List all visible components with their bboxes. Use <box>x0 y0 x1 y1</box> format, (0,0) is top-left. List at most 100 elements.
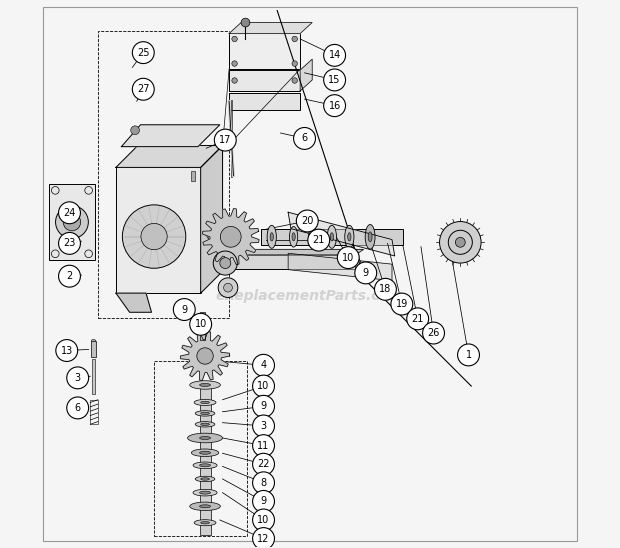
Text: 9: 9 <box>260 496 267 506</box>
Circle shape <box>391 293 413 315</box>
Text: 15: 15 <box>329 75 341 85</box>
Circle shape <box>218 278 238 298</box>
Bar <box>261 229 403 245</box>
Circle shape <box>292 61 298 66</box>
Circle shape <box>292 36 298 42</box>
Ellipse shape <box>195 410 215 416</box>
Ellipse shape <box>91 340 95 342</box>
Ellipse shape <box>190 381 220 389</box>
Circle shape <box>252 355 275 376</box>
Polygon shape <box>122 125 220 147</box>
Circle shape <box>224 283 232 292</box>
Ellipse shape <box>200 451 211 454</box>
Circle shape <box>241 18 250 27</box>
Ellipse shape <box>267 225 277 248</box>
Bar <box>49 184 95 260</box>
Text: 23: 23 <box>63 238 76 248</box>
Text: 10: 10 <box>195 319 207 329</box>
Bar <box>200 312 205 340</box>
Circle shape <box>252 528 275 548</box>
Text: 20: 20 <box>301 216 314 226</box>
Ellipse shape <box>195 476 215 482</box>
Circle shape <box>337 247 359 269</box>
Circle shape <box>67 367 89 389</box>
Bar <box>191 171 195 181</box>
Circle shape <box>213 251 237 275</box>
Text: 10: 10 <box>257 381 270 391</box>
Ellipse shape <box>327 225 337 248</box>
Text: 16: 16 <box>329 101 341 111</box>
Circle shape <box>56 340 78 362</box>
Polygon shape <box>116 293 151 312</box>
Bar <box>92 359 95 394</box>
Circle shape <box>296 210 318 232</box>
Ellipse shape <box>194 399 216 406</box>
Ellipse shape <box>192 449 219 456</box>
Ellipse shape <box>193 489 217 496</box>
Circle shape <box>252 453 275 475</box>
Text: 24: 24 <box>63 208 76 218</box>
Polygon shape <box>180 332 229 380</box>
Circle shape <box>252 375 275 397</box>
Text: 25: 25 <box>137 48 149 58</box>
Circle shape <box>252 415 275 437</box>
Circle shape <box>131 126 140 135</box>
Ellipse shape <box>201 412 210 415</box>
Circle shape <box>58 232 81 254</box>
Circle shape <box>252 472 275 494</box>
Ellipse shape <box>190 502 220 511</box>
Text: 10: 10 <box>342 253 355 262</box>
Circle shape <box>190 313 211 335</box>
Polygon shape <box>201 146 223 293</box>
Circle shape <box>252 395 275 417</box>
Ellipse shape <box>270 233 273 241</box>
Text: 12: 12 <box>257 534 270 544</box>
Circle shape <box>232 78 237 83</box>
Text: 9: 9 <box>260 401 267 412</box>
Text: 2: 2 <box>66 271 73 281</box>
Bar <box>229 33 300 69</box>
Bar <box>231 100 232 177</box>
Circle shape <box>58 202 81 224</box>
Text: 14: 14 <box>329 50 341 60</box>
Circle shape <box>67 397 89 419</box>
Circle shape <box>252 509 275 531</box>
Bar <box>98 31 229 318</box>
Bar <box>227 255 355 269</box>
Text: 6: 6 <box>301 134 308 144</box>
Ellipse shape <box>200 505 211 508</box>
Bar <box>229 93 300 110</box>
Text: 18: 18 <box>379 284 392 294</box>
Ellipse shape <box>309 226 317 247</box>
Circle shape <box>294 128 316 150</box>
Circle shape <box>324 95 345 117</box>
Circle shape <box>456 237 465 247</box>
Ellipse shape <box>193 462 217 469</box>
Circle shape <box>252 490 275 512</box>
Polygon shape <box>203 209 259 265</box>
Ellipse shape <box>201 401 210 404</box>
Text: 19: 19 <box>396 299 408 309</box>
Text: 13: 13 <box>61 346 73 356</box>
Circle shape <box>448 230 472 254</box>
Polygon shape <box>288 253 392 281</box>
Bar <box>116 167 201 293</box>
Ellipse shape <box>188 433 223 443</box>
Circle shape <box>174 299 195 321</box>
Ellipse shape <box>195 421 215 427</box>
Circle shape <box>132 42 154 64</box>
Circle shape <box>324 44 345 66</box>
Text: 3: 3 <box>74 373 81 383</box>
Ellipse shape <box>365 225 375 249</box>
Circle shape <box>122 205 186 269</box>
Bar <box>229 70 300 91</box>
Text: 1: 1 <box>466 350 472 360</box>
Polygon shape <box>300 59 312 91</box>
Polygon shape <box>116 146 223 167</box>
Ellipse shape <box>292 233 295 241</box>
Polygon shape <box>229 22 312 33</box>
Ellipse shape <box>368 232 372 242</box>
Text: 3: 3 <box>260 421 267 431</box>
Circle shape <box>197 348 213 364</box>
Circle shape <box>292 78 298 83</box>
